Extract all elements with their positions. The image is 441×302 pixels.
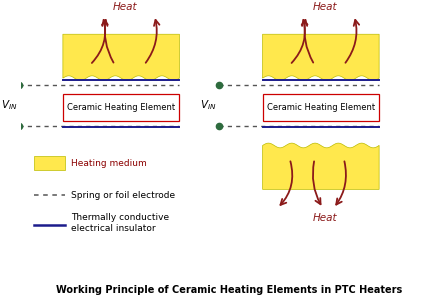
Text: Heat: Heat <box>313 2 337 12</box>
Text: Working Principle of Ceramic Heating Elements in PTC Heaters: Working Principle of Ceramic Heating Ele… <box>56 285 403 295</box>
Text: $V_{IN}$: $V_{IN}$ <box>0 99 17 112</box>
Text: $V_{IN}$: $V_{IN}$ <box>200 99 217 112</box>
Text: Ceramic Heating Element: Ceramic Heating Element <box>267 103 375 112</box>
FancyBboxPatch shape <box>34 156 65 170</box>
FancyBboxPatch shape <box>63 94 179 120</box>
Text: Heat: Heat <box>113 2 138 12</box>
Text: Spring or foil electrode: Spring or foil electrode <box>71 191 176 200</box>
FancyBboxPatch shape <box>262 94 379 120</box>
Polygon shape <box>262 34 379 81</box>
Text: Heating medium: Heating medium <box>71 159 147 168</box>
Polygon shape <box>63 34 179 81</box>
Text: Ceramic Heating Element: Ceramic Heating Element <box>67 103 175 112</box>
Polygon shape <box>262 143 379 189</box>
Text: electrical insulator: electrical insulator <box>71 223 156 233</box>
Text: Heat: Heat <box>313 213 337 223</box>
Text: Thermally conductive: Thermally conductive <box>71 213 169 222</box>
